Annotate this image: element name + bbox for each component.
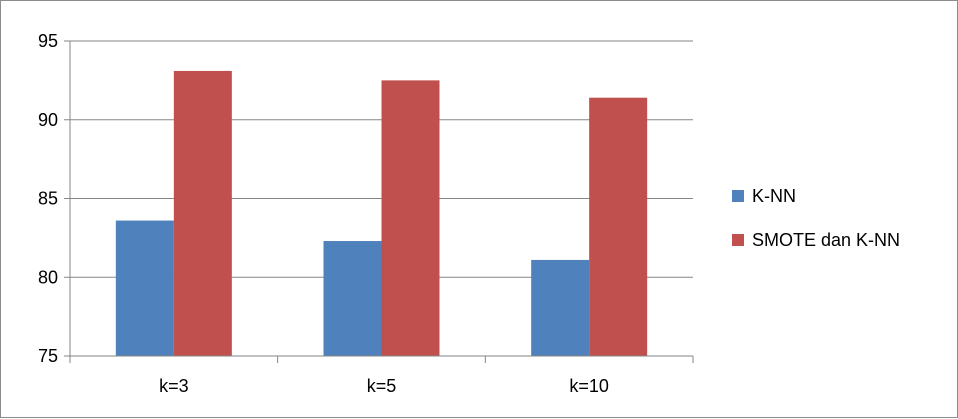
y-tick-label: 75: [38, 346, 58, 366]
legend-label: SMOTE dan K-NN: [752, 230, 900, 250]
bar-smote-dan-k-nn-k10: [589, 97, 648, 356]
bar-k-nn-k3: [115, 220, 174, 356]
legend-label: K-NN: [752, 186, 796, 206]
legend-swatch: [732, 190, 744, 202]
legend: K-NN SMOTE dan K-NN: [732, 186, 900, 250]
bar-smote-dan-k-nn-k5: [381, 80, 440, 356]
bar-k-nn-k5: [323, 241, 382, 356]
x-tick-label: k=5: [367, 376, 397, 396]
legend-swatch: [732, 234, 744, 246]
y-tick-label: 80: [38, 267, 58, 287]
y-tick-label: 85: [38, 189, 58, 209]
y-tick-label: 90: [38, 110, 58, 130]
axes: 75 80 85 90 95 k=3 k=5 k=10: [38, 31, 694, 396]
x-tick-label: k=3: [159, 376, 189, 396]
x-tick-label: k=10: [569, 376, 609, 396]
bar-k-nn-k10: [531, 259, 590, 356]
bars: [115, 70, 648, 357]
bar-smote-dan-k-nn-k3: [173, 70, 232, 357]
y-tick-label: 95: [38, 31, 58, 51]
